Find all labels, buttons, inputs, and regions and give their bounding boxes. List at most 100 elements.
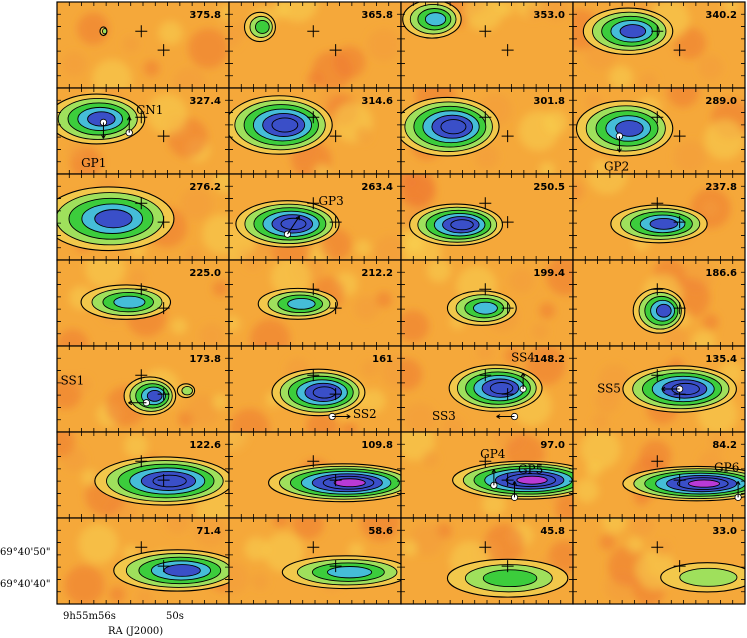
annotation-text: SS4 (511, 350, 535, 364)
reference-cross (329, 474, 342, 487)
emission-blob (632, 287, 686, 334)
axis-labels: 69°40'50" 69°40'40" 9h55m56s 50s RA (J20… (0, 547, 184, 637)
channel-panels: 375.8 365.8 353.0 340.2 327.4 314.6 301.8 289.0… (56, 1, 746, 605)
axis-ticks (573, 88, 745, 174)
axis-ticks (573, 518, 745, 604)
annotation-text: GP4 (480, 447, 506, 461)
velocity-label: 58.6 (368, 526, 393, 537)
channel-panel: 212.2 (228, 259, 402, 347)
axis-ticks (229, 518, 401, 604)
axis-ticks (229, 346, 401, 432)
reference-cross (479, 197, 492, 210)
annotation-text: CN1 (136, 103, 163, 117)
reference-cross (307, 541, 320, 554)
channel-panel: 250.5 (400, 173, 574, 261)
reference-cross (673, 130, 686, 143)
reference-cross (135, 111, 148, 124)
reference-cross (157, 474, 170, 487)
emission-blob (409, 203, 504, 246)
axis-ticks (57, 346, 229, 432)
reference-cross (157, 130, 170, 143)
channel-panel: 58.6 (228, 517, 402, 605)
axis-ticks (57, 88, 229, 174)
axis-ticks (401, 432, 573, 518)
ytick-label-2: 69°40'40" (0, 579, 51, 590)
reference-cross (479, 283, 492, 296)
channel-panel: 276.2 (56, 173, 230, 261)
emission-blob (452, 460, 573, 500)
emission-blob (113, 549, 229, 592)
x-axis-title: RA (J2000) (108, 626, 163, 637)
reference-cross (329, 44, 342, 57)
annotation-text: GP1 (81, 156, 106, 170)
velocity-label: 97.0 (540, 440, 565, 451)
annotation-arrow (287, 215, 300, 235)
reference-cross (673, 302, 686, 315)
reference-cross (651, 541, 664, 554)
reference-cross (501, 560, 514, 573)
reference-cross (329, 302, 342, 315)
source-label-gp1: GP1 (81, 118, 108, 170)
reference-cross (479, 369, 492, 382)
annotation-text: SS5 (597, 381, 621, 395)
emission-blob (575, 100, 674, 157)
emission-blob (80, 284, 172, 320)
annotation-text: GP2 (604, 160, 629, 174)
annotation-text: GP5 (518, 462, 543, 476)
reference-cross (479, 111, 492, 124)
emission-blob (257, 287, 338, 320)
emission-blob (94, 456, 229, 506)
velocity-label: 301.8 (533, 96, 565, 107)
channel-panel: 161 (228, 345, 402, 433)
annotation-text: SS2 (353, 407, 377, 421)
reference-cross (135, 369, 148, 382)
reference-cross (329, 130, 342, 143)
source-label-gp4: GP4 (480, 447, 506, 489)
xtick-label-1: 9h55m56s (63, 611, 116, 622)
source-label-ss4: SS4 (511, 350, 535, 393)
reference-cross (501, 302, 514, 315)
source-label-ss1: SS1 (60, 374, 151, 407)
velocity-label: 122.6 (189, 440, 221, 451)
velocity-label: 327.4 (189, 96, 221, 107)
reference-cross (135, 25, 148, 38)
channel-panel: 301.8 (400, 87, 574, 175)
axis-ticks (573, 346, 745, 432)
panel-frame (572, 517, 746, 605)
reference-cross (135, 197, 148, 210)
reference-cross (673, 216, 686, 229)
axis-ticks (401, 2, 573, 88)
channel-panel: 148.2 (400, 345, 574, 433)
annotation-text: GP6 (714, 461, 739, 475)
axis-ticks (229, 260, 401, 346)
velocity-label: 186.6 (705, 268, 737, 279)
reference-cross (307, 283, 320, 296)
velocity-label: 365.8 (361, 10, 393, 21)
annotation-text: SS3 (432, 409, 456, 423)
velocity-label: 250.5 (533, 182, 565, 193)
source-annotations: CN1 GP1 GP2 GP3 SS1 SS2 SS3 SS4 SS5 GP4 GP5 GP6 (60, 103, 742, 501)
reference-cross (307, 369, 320, 382)
reference-cross (651, 283, 664, 296)
reference-cross (157, 302, 170, 315)
reference-cross (651, 197, 664, 210)
reference-cross (135, 283, 148, 296)
channel-panel: 33.0 (572, 517, 746, 605)
emission-blob (446, 290, 517, 326)
emission-blob (610, 204, 708, 244)
channel-panel: 327.4 (56, 87, 230, 175)
xtick-label-2: 50s (166, 611, 184, 622)
reference-cross (307, 111, 320, 124)
reference-cross (307, 455, 320, 468)
channel-panel: 97.0 (400, 431, 574, 519)
channel-panel: 263.4 (228, 173, 402, 261)
reference-cross (135, 455, 148, 468)
axis-ticks (229, 88, 401, 174)
emission-blob (401, 96, 500, 157)
emission-blob (176, 383, 196, 399)
axis-ticks (57, 260, 229, 346)
reference-cross (157, 388, 170, 401)
reference-cross (157, 560, 170, 573)
axis-ticks (229, 174, 401, 260)
